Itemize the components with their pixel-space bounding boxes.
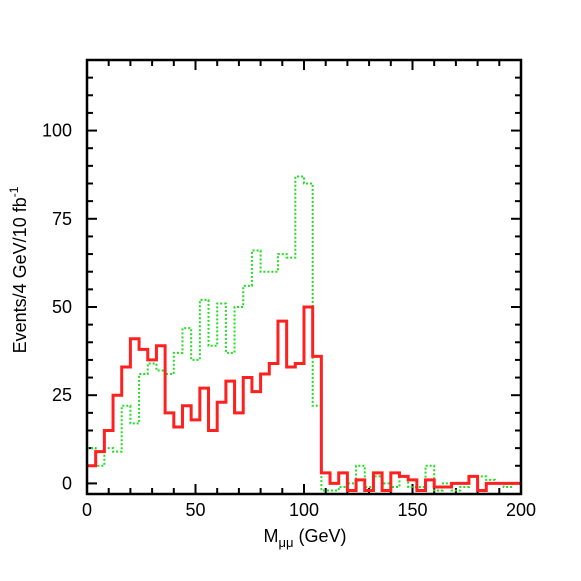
series-solid-line <box>87 305 521 492</box>
series-dotted-line <box>87 175 521 492</box>
y-axis-title-main: Events/4 GeV/10 fb <box>10 197 30 353</box>
x-tick-label: 0 <box>82 500 92 520</box>
x-axis-title-unit: (GeV) <box>293 526 346 546</box>
x-tick-label: 50 <box>185 500 205 520</box>
x-tick-label: 100 <box>289 500 319 520</box>
x-axis-title-main: M <box>264 526 279 546</box>
plot-frame <box>85 58 523 496</box>
x-tick-label: 200 <box>506 500 536 520</box>
x-axis-title-sub: μμ <box>279 535 294 550</box>
x-axis-title: Mμμ (GeV) <box>264 526 347 550</box>
axis-ticks <box>86 60 522 494</box>
y-tick-label: 75 <box>52 209 72 229</box>
y-axis-title-sup: -1 <box>7 186 21 197</box>
y-tick-label: 25 <box>52 385 72 405</box>
y-tick-label: 100 <box>42 121 72 141</box>
tick-labels: 0 50 100 150 200 0 25 50 75 100 <box>42 121 536 520</box>
y-tick-label: 50 <box>52 297 72 317</box>
y-axis-title: Events/4 GeV/10 fb-1 <box>7 186 30 353</box>
y-tick-label: 0 <box>62 473 72 493</box>
x-tick-label: 150 <box>397 500 427 520</box>
series-layer <box>87 175 521 492</box>
